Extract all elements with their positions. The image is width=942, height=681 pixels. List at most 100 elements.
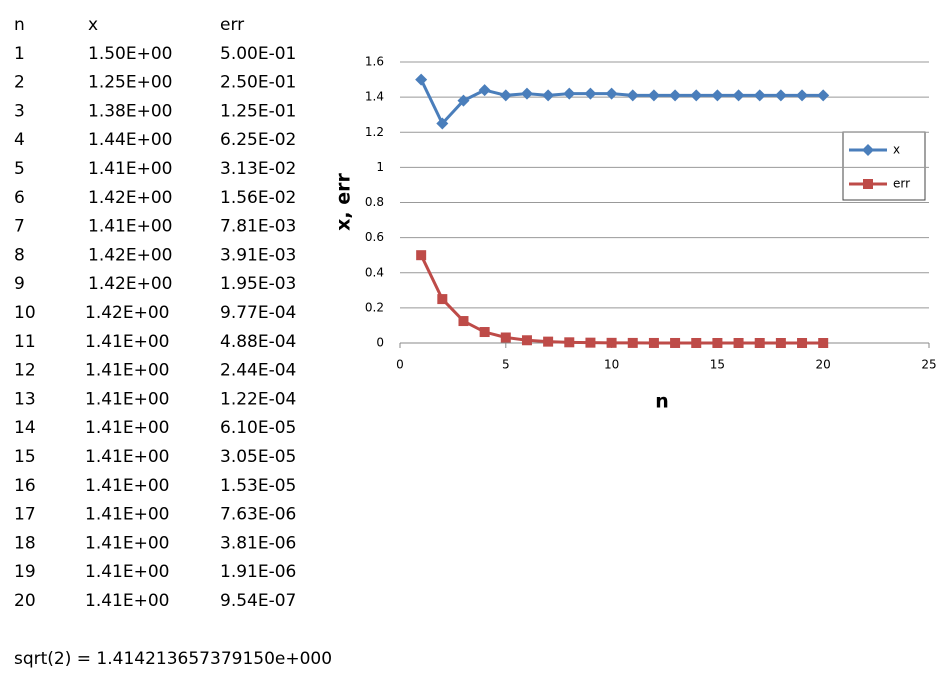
data-point [584,87,597,100]
data-point [691,337,702,348]
table-cell: 1.41E+00 [85,447,169,467]
data-point [564,337,575,348]
data-point [754,337,765,348]
table-cell: 1.25E+00 [88,73,172,93]
data-point [458,316,469,327]
data-point [457,94,470,107]
data-point [436,117,449,130]
table-cell: 1.41E+00 [85,505,169,525]
data-point [669,89,682,102]
table-cell: 13 [14,389,36,409]
table-cell: 3.91E-03 [220,245,296,265]
data-point [415,73,428,86]
data-point [499,89,512,102]
table-cell: 1.22E-04 [220,389,296,409]
data-point [416,250,427,261]
table-header: n [14,15,25,35]
data-point [711,89,724,102]
data-point [732,89,745,102]
x-tick-label: 0 [396,358,404,372]
table-cell: 1.38E+00 [88,101,172,121]
y-axis-label: x, err [333,173,355,231]
y-tick-label: 0.8 [365,195,384,209]
table-cell: 5 [14,159,25,179]
table-cell: 6.10E-05 [220,418,296,438]
table-cell: 7.63E-06 [220,505,296,525]
table-cell: 9.77E-04 [220,303,296,323]
table-cell: 1.41E+00 [88,217,172,237]
y-tick-label: 0.4 [365,265,384,279]
data-point [817,89,830,102]
table-cell: 1.41E+00 [85,389,169,409]
legend-marker [863,179,873,189]
table-cell: 1.41E+00 [85,418,169,438]
data-point [478,84,491,97]
data-point [500,332,511,343]
data-point [647,89,660,102]
table-cell: 11 [14,332,36,352]
series-line [419,78,824,127]
table-cell: 8 [14,245,25,265]
table-cell: 1.42E+00 [88,188,172,208]
x-axis-label: n [655,391,669,413]
table-cell: 1.95E-03 [220,274,296,294]
table-cell: 1.41E+00 [85,591,169,611]
table-cell: 2.50E-01 [220,73,296,93]
table-cell: 1.53E-05 [220,476,296,496]
note: sqrt(2) = 1.414213657379150e+000 [14,649,332,669]
table-cell: 5.00E-01 [220,44,296,64]
table-cell: 1.41E+00 [85,562,169,582]
data-point [606,337,617,348]
y-tick-label: 0.6 [365,230,384,244]
table-cell: 6 [14,188,25,208]
table-cell: 6.25E-02 [220,130,296,150]
table-cell: 1.41E+00 [85,332,169,352]
table-cell: 20 [14,591,36,611]
data-point [775,337,786,348]
data-point [733,337,744,348]
data-point [479,327,490,338]
data-point [712,337,723,348]
y-tick-label: 1.6 [365,55,384,69]
table-cell: 3 [14,101,25,121]
table-cell: 3.81E-06 [220,533,296,553]
data-point [542,89,555,102]
legend-label: x [893,143,900,157]
table-cell: 4 [14,130,25,150]
y-tick-label: 0.2 [365,300,384,314]
table-cell: 9.54E-07 [220,591,296,611]
x-tick-label: 10 [604,358,619,372]
table-cell: 1.42E+00 [88,245,172,265]
data-point [437,294,448,305]
table-cell: 7.81E-03 [220,217,296,237]
data-point [796,89,809,102]
table-cell: 1.41E+00 [85,476,169,496]
y-tick-label: 0 [376,336,384,350]
x-tick-label: 20 [816,358,831,372]
data-point [563,87,576,100]
data-point [521,335,532,346]
table-cell: 3.13E-02 [220,159,296,179]
data-point [818,337,829,348]
table-cell: 4.88E-04 [220,332,296,352]
y-tick-label: 1.4 [365,90,384,104]
table-header: x [88,15,98,35]
y-tick-label: 1 [376,160,384,174]
data-point [626,89,639,102]
data-point [690,89,703,102]
table-cell: 1.91E-06 [220,562,296,582]
data-point [774,89,787,102]
data-point [605,87,618,100]
table-cell: 2.44E-04 [220,361,296,381]
data-point [585,337,596,348]
table-cell: 1.25E-01 [220,101,296,121]
table-cell: 2 [14,73,25,93]
x-tick-label: 15 [710,358,725,372]
y-tick-label: 1.2 [365,125,384,139]
table-cell: 1.41E+00 [85,533,169,553]
table-header: err [220,15,244,35]
legend-label: err [893,177,910,191]
table-cell: 1.41E+00 [85,361,169,381]
